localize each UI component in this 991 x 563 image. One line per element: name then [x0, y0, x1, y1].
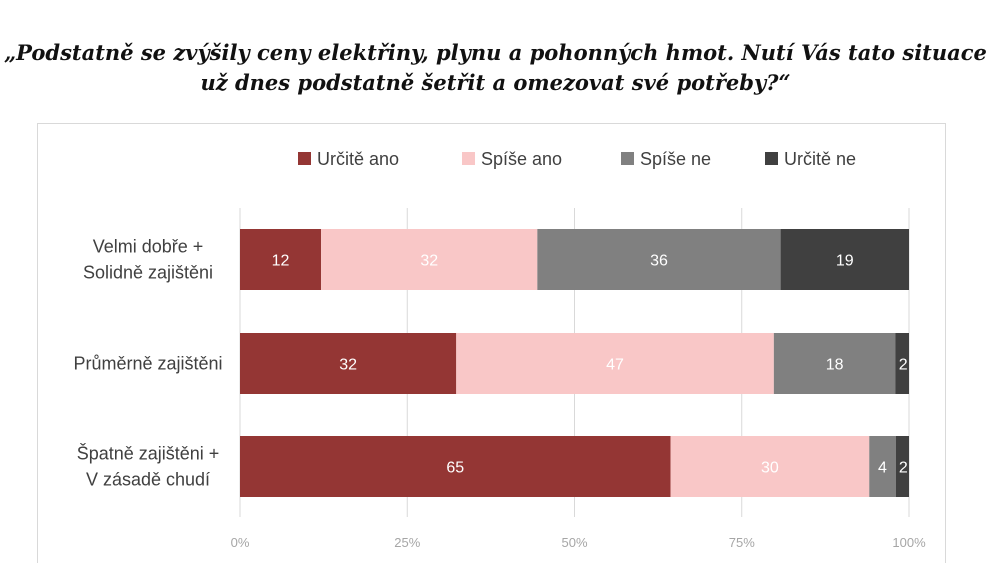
x-tick-label: 50% — [561, 535, 587, 550]
x-tick-label: 75% — [729, 535, 755, 550]
legend-label: Určitě ano — [317, 149, 399, 169]
chart-title: „Podstatně se zvýšily ceny elektřiny, pl… — [0, 38, 991, 98]
data-label: 2 — [899, 357, 908, 374]
chart-title-line-2: už dnes podstatně šetřit a omezovat své … — [200, 70, 791, 95]
data-label: 36 — [650, 253, 668, 270]
bar-segment — [240, 436, 671, 497]
bar-segment — [773, 333, 896, 394]
data-label: 47 — [606, 357, 624, 374]
legend-label: Spíše ano — [481, 149, 562, 169]
data-label: 65 — [446, 460, 464, 477]
bar-segment — [895, 333, 909, 394]
data-label: 2 — [899, 460, 908, 477]
legend-label: Spíše ne — [640, 149, 711, 169]
category-label: Velmi dobře + — [93, 237, 204, 257]
x-axis-ticks: 0% 25% 50% 75% 100% — [231, 535, 926, 550]
x-tick-label: 100% — [892, 535, 926, 550]
data-label: 12 — [272, 253, 290, 270]
legend: Určitě ano Spíše ano Spíše ne Určitě ne — [298, 149, 856, 169]
legend-swatch — [298, 152, 311, 165]
legend-swatch — [462, 152, 475, 165]
category-label: Špatně zajištěni + — [77, 443, 220, 464]
bar-segment — [240, 229, 322, 290]
legend-label: Určitě ne — [784, 149, 856, 169]
bar-segment — [240, 333, 457, 394]
category-label: Solidně zajištěni — [83, 263, 213, 283]
x-tick-label: 0% — [231, 535, 250, 550]
data-label: 32 — [339, 357, 357, 374]
category-label: Průměrně zajištěni — [73, 354, 222, 374]
bar-segment — [456, 333, 774, 394]
data-label: 32 — [420, 253, 438, 270]
bar-segment — [537, 229, 781, 290]
chart-frame — [37, 123, 946, 563]
legend-swatch — [621, 152, 634, 165]
bar-segment — [670, 436, 870, 497]
x-tick-label: 25% — [394, 535, 420, 550]
legend-swatch — [765, 152, 778, 165]
data-label: 19 — [836, 253, 854, 270]
bar-segment — [780, 229, 909, 290]
data-label: 4 — [878, 460, 887, 477]
data-label: 18 — [826, 357, 844, 374]
bar-segment — [869, 436, 896, 497]
chart-title-line-1: „Podstatně se zvýšily ceny elektřiny, pl… — [4, 40, 987, 65]
category-label: V zásadě chudí — [86, 470, 210, 490]
bar-segment — [321, 229, 538, 290]
category-labels: Velmi dobře + Solidně zajištěni Průměrně z… — [73, 237, 222, 490]
bar-segment — [895, 436, 909, 497]
data-label: 30 — [761, 460, 779, 477]
